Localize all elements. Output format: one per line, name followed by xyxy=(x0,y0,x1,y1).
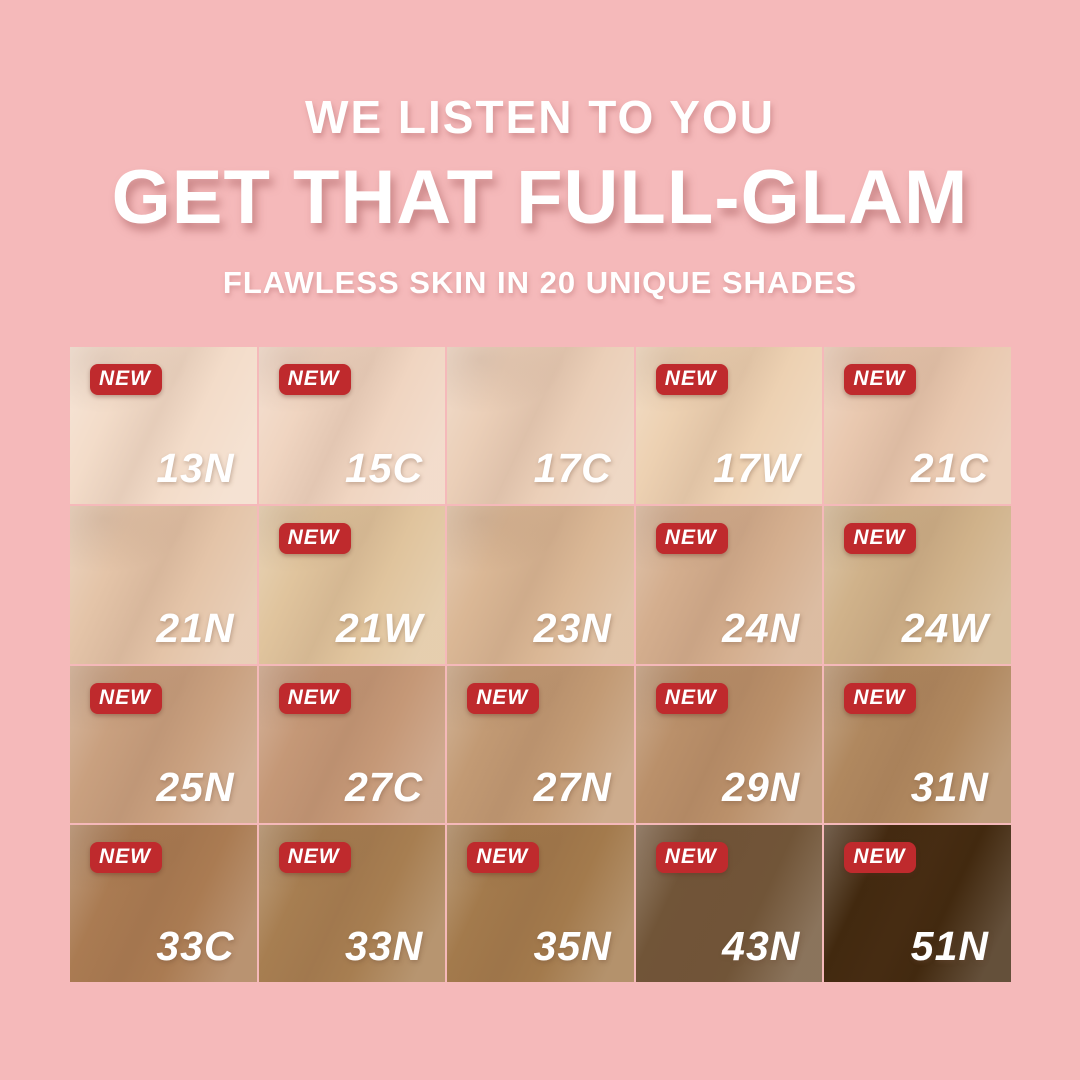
new-badge: NEW xyxy=(844,364,917,395)
shade-swatch: NEW 33N xyxy=(258,824,446,982)
shade-label: 21C xyxy=(910,445,989,492)
shade-swatch: NEW 24W xyxy=(824,506,1011,664)
new-badge: NEW xyxy=(90,364,162,395)
shade-label: 29N xyxy=(722,763,801,810)
new-badge: NEW xyxy=(467,682,540,714)
new-badge: NEW xyxy=(655,682,728,714)
new-badge: NEW xyxy=(278,364,351,395)
shade-label: 23N xyxy=(533,604,612,651)
new-badge: NEW xyxy=(655,364,728,395)
shade-swatch: NEW 27C xyxy=(258,665,446,823)
shade-label: 24W xyxy=(901,604,989,651)
new-badge: NEW xyxy=(844,841,917,873)
header-subtitle: FLAWLESS SKIN IN 20 UNIQUE SHADES xyxy=(222,265,858,300)
shade-swatch: NEW 13N xyxy=(70,347,257,505)
shade-label: 27N xyxy=(533,763,612,810)
shade-label: 24N xyxy=(722,604,801,651)
new-badge: NEW xyxy=(90,841,162,873)
shade-label: 21N xyxy=(156,604,235,651)
new-badge: NEW xyxy=(90,682,162,714)
shade-label: 31N xyxy=(910,763,989,810)
shade-swatch: 17C xyxy=(447,347,634,505)
shade-label: 33C xyxy=(156,923,235,969)
shade-swatch: NEW 31N xyxy=(824,665,1011,823)
header: WE LISTEN TO YOU GET THAT FULL-GLAM FLAW… xyxy=(0,0,1080,301)
shade-label: 27C xyxy=(344,763,424,810)
shade-label: 17W xyxy=(713,445,801,492)
shade-label: 13N xyxy=(156,445,235,492)
shade-label: 15C xyxy=(344,445,424,492)
shade-swatch: NEW 15C xyxy=(258,347,446,505)
new-badge: NEW xyxy=(278,682,351,714)
new-badge: NEW xyxy=(278,523,351,555)
new-badge: NEW xyxy=(278,841,351,873)
shade-label: 43N xyxy=(722,923,801,969)
header-line2: GET THAT FULL-GLAM xyxy=(111,155,969,240)
shade-swatch: NEW 21W xyxy=(258,506,446,664)
new-badge: NEW xyxy=(655,523,728,555)
shade-label: 51N xyxy=(910,923,989,969)
shade-swatch: 23N xyxy=(447,506,634,664)
shade-swatch: 21N xyxy=(70,506,257,664)
new-badge: NEW xyxy=(467,841,540,873)
shade-grid: NEW 13N NEW 15C 17C NEW 17W NEW 21C 21N NEW 21W 23N N… xyxy=(70,347,1011,982)
shade-swatch: NEW 21C xyxy=(824,347,1011,505)
shade-label: 25N xyxy=(156,763,235,810)
shade-swatch: NEW 24N xyxy=(635,506,823,664)
header-line1: WE LISTEN TO YOU xyxy=(305,91,775,143)
shade-swatch: NEW 17W xyxy=(635,347,823,505)
shade-swatch: NEW 27N xyxy=(447,665,634,823)
shade-swatch: NEW 25N xyxy=(70,665,257,823)
shade-label: 35N xyxy=(533,923,612,969)
new-badge: NEW xyxy=(844,682,917,714)
new-badge: NEW xyxy=(655,841,728,873)
shade-swatch: NEW 35N xyxy=(447,824,634,982)
shade-swatch: NEW 29N xyxy=(635,665,823,823)
shade-label: 33N xyxy=(344,923,424,969)
shade-swatch: NEW 33C xyxy=(70,824,257,982)
shade-swatch: NEW 43N xyxy=(635,824,823,982)
new-badge: NEW xyxy=(844,523,917,555)
shade-label: 17C xyxy=(533,445,612,492)
shade-label: 21W xyxy=(335,604,424,651)
shade-swatch: NEW 51N xyxy=(824,824,1011,982)
